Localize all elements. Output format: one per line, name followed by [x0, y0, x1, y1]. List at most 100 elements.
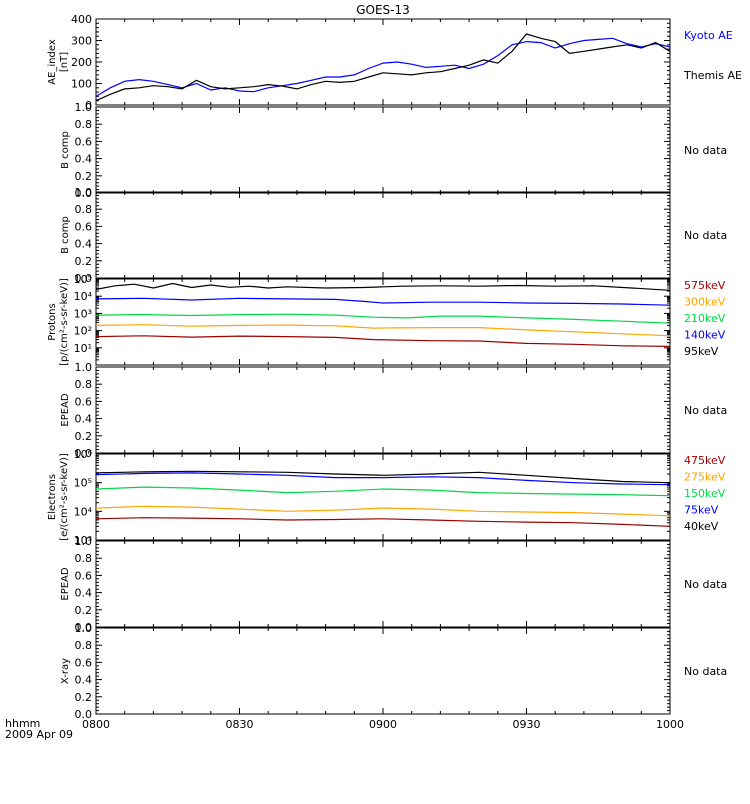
y-tick-label: 0.4	[75, 153, 93, 166]
y-axis-label: B comp	[60, 216, 71, 254]
panel-frame	[95, 106, 671, 194]
y-tick-label: 0.4	[75, 587, 93, 600]
x-tick-label: 0930	[513, 718, 541, 731]
panel-frame	[95, 278, 671, 366]
panel-frame	[95, 191, 671, 279]
series-line-kyoto-ae	[96, 37, 670, 97]
legend-label: 275keV	[684, 471, 726, 484]
panel-5: 10³ 10⁴ 10⁵ 10⁶ Electrons [e/(cm²-s-sr-keV)] 4…	[47, 448, 726, 547]
y-axis-label: EPEAD	[60, 393, 71, 427]
series-line-300kev	[96, 324, 670, 337]
series-line-275kev	[96, 505, 670, 517]
panel-4: 0.0 0.2 0.4 0.6 0.8 1.0 EPEAD No data	[60, 361, 727, 460]
series-line-475kev	[96, 517, 670, 527]
y-tick-label: 0.6	[75, 220, 93, 233]
y-axis-label: Electrons	[47, 474, 58, 520]
y-tick-label: 0.8	[75, 118, 93, 131]
y-axis-label: Protons	[47, 303, 58, 340]
legend-label: 95keV	[684, 345, 719, 358]
y-tick-label: 10¹	[74, 342, 92, 355]
series-line-140kev	[96, 297, 670, 306]
y-tick-label: 10³	[74, 307, 92, 320]
plot-title: GOES-13	[356, 3, 410, 17]
y-axis-label: EPEAD	[60, 567, 71, 601]
series-line-210kev	[96, 313, 670, 324]
panel-2: 0.0 0.2 0.4 0.6 0.8 1.0 B comp No data	[60, 186, 727, 285]
y-tick-label: 100	[71, 78, 92, 91]
y-tick-label: 0.4	[75, 674, 93, 687]
panel-0: 0 100 200 300 400 AE_index [nT] Kyoto AE Themis …	[47, 13, 742, 112]
legend-label: 575keV	[684, 279, 726, 292]
panel-3: 10¹ 10² 10³ 10⁴ 10⁵ Protons [p/(cm²-s-sr-keV)]…	[47, 273, 726, 366]
y-tick-label: 10⁴	[74, 290, 93, 303]
x-tick-label: 0900	[369, 718, 397, 731]
y-tick-label: 0.2	[75, 255, 93, 268]
legend-label: 475keV	[684, 454, 726, 467]
y-axis-label: [e/(cm²-s-sr-keV)]	[59, 453, 70, 541]
legend-label: Kyoto AE	[684, 29, 733, 42]
panel-6: 0.0 0.2 0.4 0.6 0.8 1.0 EPEAD No data	[60, 535, 727, 634]
y-tick-label: 0.4	[75, 238, 93, 251]
series-line-95kev	[96, 282, 670, 291]
y-axis-label: [nT]	[59, 52, 70, 72]
y-tick-label: 300	[71, 35, 92, 48]
legend-label: 150keV	[684, 487, 726, 500]
x-tick-label: 1000	[656, 718, 684, 731]
y-tick-label: 400	[71, 13, 92, 26]
panel-1: 0.0 0.2 0.4 0.6 0.8 1.0 B comp No data	[60, 101, 727, 200]
footer-date-label: 2009 Apr 09	[5, 728, 73, 741]
y-tick-label: 1.0	[75, 535, 93, 548]
y-tick-label: 10⁴	[74, 505, 93, 518]
legend-label: 140keV	[684, 329, 726, 342]
y-tick-label: 1.0	[75, 361, 93, 374]
legend-label: Themis AE	[683, 69, 742, 82]
panel-frame	[95, 540, 671, 628]
y-axis-label: AE_index	[47, 39, 58, 85]
legend-label: 40keV	[684, 520, 719, 533]
y-axis-label: [p/(cm²-s-sr-keV)]	[59, 278, 70, 366]
series-line-themis-ae	[96, 33, 670, 102]
y-tick-label: 0.0	[75, 187, 93, 200]
legend-label: 210keV	[684, 312, 726, 325]
x-tick-label: 0800	[82, 718, 110, 731]
y-tick-label: 0.0	[75, 447, 93, 460]
y-tick-label: 10²	[74, 325, 92, 338]
y-tick-label: 0.6	[75, 395, 93, 408]
y-tick-label: 0.2	[75, 604, 93, 617]
y-tick-label: 1.0	[75, 622, 93, 635]
y-tick-label: 0.0	[75, 272, 93, 285]
y-tick-label: 0.0	[75, 621, 93, 634]
y-tick-label: 10⁶	[74, 448, 93, 461]
no-data-label: No data	[684, 665, 727, 678]
y-tick-label: 0.8	[75, 203, 93, 216]
y-tick-label: 0.2	[75, 691, 93, 704]
series-line-75kev	[96, 472, 670, 486]
x-tick-label: 0830	[226, 718, 254, 731]
panel-7: 0.0 0.2 0.4 0.6 0.8 1.0 X-ray No data	[60, 622, 727, 721]
series-line-575kev	[96, 335, 670, 347]
y-tick-label: 10⁵	[74, 477, 92, 490]
panel-frame	[95, 453, 671, 541]
y-tick-label: 0	[85, 99, 92, 112]
panel-frame	[95, 18, 671, 106]
y-tick-label: 0.8	[75, 639, 93, 652]
y-tick-label: 0.2	[75, 170, 93, 183]
series-line-40kev	[96, 470, 670, 484]
y-tick-label: 10³	[74, 534, 92, 547]
no-data-label: No data	[684, 229, 727, 242]
y-axis-label: B comp	[60, 131, 71, 169]
series-line-150kev	[96, 486, 670, 497]
y-tick-label: 1.0	[75, 186, 93, 199]
no-data-label: No data	[684, 404, 727, 417]
y-tick-label: 0.0	[75, 708, 93, 721]
y-tick-label: 0.6	[75, 656, 93, 669]
y-tick-label: 0.4	[75, 413, 93, 426]
no-data-label: No data	[684, 578, 727, 591]
legend-label: 300keV	[684, 296, 726, 309]
y-tick-label: 0.6	[75, 135, 93, 148]
y-tick-label: 0.8	[75, 378, 93, 391]
y-tick-label: 0.8	[75, 552, 93, 565]
y-tick-label: 0.2	[75, 430, 93, 443]
